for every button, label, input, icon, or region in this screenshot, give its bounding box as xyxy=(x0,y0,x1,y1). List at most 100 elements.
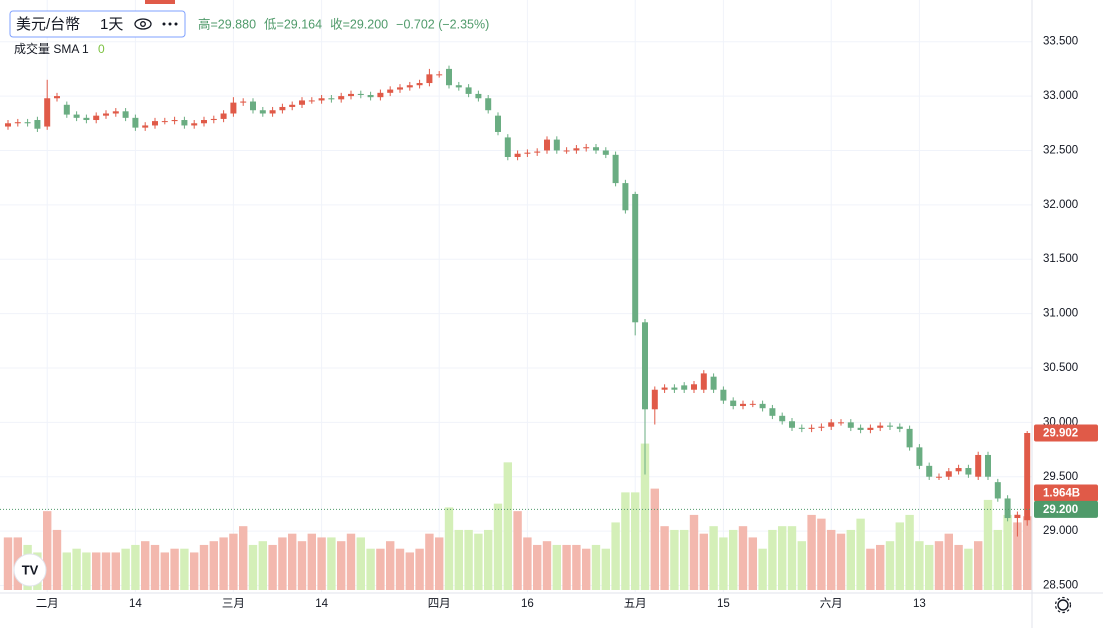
volume-bar xyxy=(621,492,630,590)
volume-bar xyxy=(239,526,248,590)
candle-body xyxy=(622,183,629,211)
candle-body xyxy=(14,122,21,124)
candle-body xyxy=(759,403,766,409)
stat: 高=29.880 xyxy=(198,16,256,31)
y-tick-label: 31.500 xyxy=(1043,253,1078,265)
candle-body xyxy=(975,454,982,477)
volume-bar xyxy=(366,548,375,590)
volume-bar xyxy=(376,548,385,590)
candle-body xyxy=(877,425,884,428)
candle-body xyxy=(524,152,531,154)
candle-body xyxy=(436,74,443,76)
volume-bar xyxy=(248,544,258,590)
volume-bar xyxy=(650,488,659,590)
x-tick-label: 二月 xyxy=(36,598,59,610)
volume-bar xyxy=(542,541,552,590)
volume-bar xyxy=(768,529,777,590)
volume-bar xyxy=(464,529,473,590)
candle-body xyxy=(299,100,305,105)
x-tick-label: 14 xyxy=(129,598,142,610)
last-price-tag: 29.902 xyxy=(1043,428,1078,440)
x-tick-label: 16 xyxy=(521,598,534,610)
y-tick-label: 31.000 xyxy=(1043,308,1078,320)
volume-bar xyxy=(827,529,836,590)
volume-tag: 1.964B xyxy=(1043,488,1080,500)
volume-bar xyxy=(503,462,512,590)
candle-body xyxy=(985,454,991,477)
last-price-tag-bg xyxy=(1034,424,1098,442)
axes: 28.50029.00029.50030.00030.50031.00031.5… xyxy=(36,36,1098,610)
volume-bar xyxy=(150,544,160,590)
candle-body xyxy=(142,125,149,128)
volume-bar xyxy=(719,537,728,590)
volume-bar xyxy=(425,533,434,590)
volume-bar xyxy=(572,544,581,590)
candle-body xyxy=(642,322,648,410)
candle-body xyxy=(887,425,893,427)
symbol-box[interactable] xyxy=(9,10,186,38)
reference-tag: 29.200 xyxy=(1043,504,1078,516)
x-tick-label: 三月 xyxy=(222,598,245,610)
x-tick-label: 13 xyxy=(913,598,926,610)
candle-body xyxy=(181,120,188,126)
candle-body xyxy=(504,137,511,157)
y-tick-label: 28.500 xyxy=(1043,580,1078,592)
candle-body xyxy=(318,98,325,101)
candle-body xyxy=(191,123,198,126)
settings-icon[interactable] xyxy=(1054,596,1072,614)
volume-bar xyxy=(493,503,503,590)
volume-bar xyxy=(444,507,454,590)
volume-bar xyxy=(817,518,826,590)
candle-body xyxy=(661,387,668,390)
volume-bar xyxy=(934,541,944,590)
x-tick-label: 15 xyxy=(717,598,730,610)
volume-bar xyxy=(92,552,101,590)
volume-bar xyxy=(699,533,708,590)
volume-bar xyxy=(787,526,797,590)
candle-body xyxy=(994,482,1001,499)
volume-bar xyxy=(82,552,91,590)
volume-bar xyxy=(288,533,297,590)
eye-icon[interactable] xyxy=(134,18,152,30)
volume-bar xyxy=(3,537,13,590)
volume-bar xyxy=(983,499,993,590)
tv-logo[interactable]: TV xyxy=(13,553,47,587)
candle-body xyxy=(152,121,158,126)
volume-bar xyxy=(689,514,699,590)
candle-body xyxy=(1004,498,1011,519)
candle-body xyxy=(691,384,697,390)
y-tick-label: 29.000 xyxy=(1043,525,1078,537)
volume-tag-bg xyxy=(1034,484,1098,502)
candle-body xyxy=(593,147,599,151)
volume-bar xyxy=(670,529,679,590)
top-marker xyxy=(145,0,175,4)
volume-bar xyxy=(954,544,963,590)
volume-bar xyxy=(709,526,718,590)
candle-body xyxy=(220,113,227,119)
candle-body xyxy=(573,148,580,151)
volume-bar xyxy=(866,548,875,590)
volume-bar xyxy=(797,541,806,590)
candle-body xyxy=(161,121,168,123)
candle-body xyxy=(671,387,678,390)
volume-bar xyxy=(964,548,973,590)
candle-body xyxy=(838,422,844,424)
volume-bar xyxy=(552,544,561,590)
candle-body xyxy=(24,122,31,124)
volume-bar xyxy=(484,529,493,590)
candle-body xyxy=(769,408,776,416)
volume-bar xyxy=(856,518,865,590)
volume-bar xyxy=(944,533,953,590)
more-icon[interactable] xyxy=(162,22,178,26)
x-tick-label: 五月 xyxy=(624,598,647,610)
volume-sma: 0 xyxy=(98,42,105,56)
volume-bar xyxy=(631,492,640,590)
volume-bar xyxy=(209,541,218,590)
candle-body xyxy=(93,115,100,121)
candle-body xyxy=(308,100,315,102)
y-tick-label: 32.000 xyxy=(1043,199,1078,211)
volume-bar xyxy=(219,537,228,590)
candle-body xyxy=(534,151,541,153)
candle-body xyxy=(612,154,619,184)
candle-body xyxy=(955,468,962,472)
